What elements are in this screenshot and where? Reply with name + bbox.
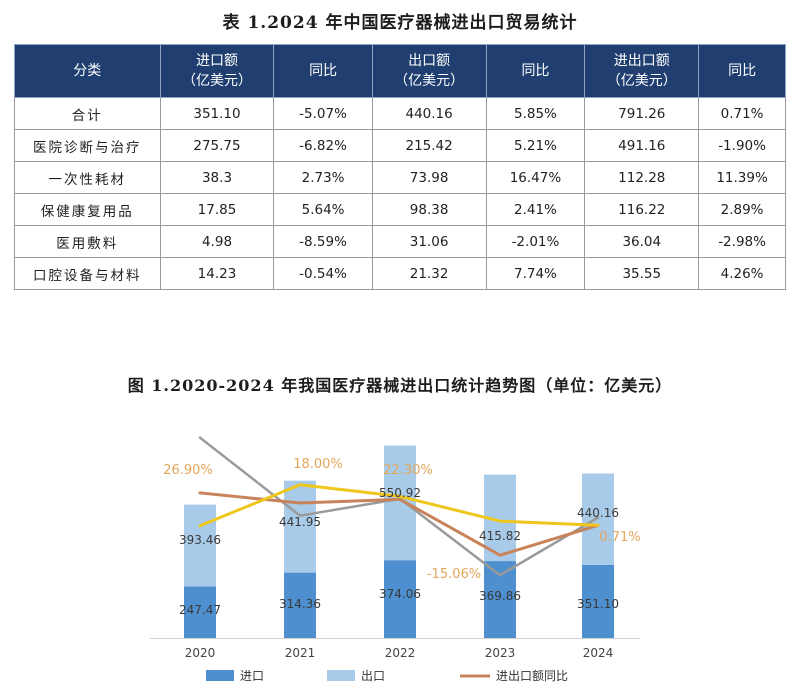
value-cell: -6.82% <box>273 129 373 162</box>
bar-import <box>284 572 316 638</box>
legend-label: 出口 <box>361 669 385 683</box>
import-value-label: 314.36 <box>279 597 321 611</box>
percent-label: -15.06% <box>427 567 481 582</box>
bar-export <box>384 445 416 561</box>
bar-import <box>184 586 216 638</box>
value-cell: 16.47% <box>485 161 586 194</box>
value-cell: 440.16 <box>371 97 487 130</box>
category-cell: 合计 <box>14 97 161 130</box>
category-cell: 医院诊断与治疗 <box>14 129 161 162</box>
value-cell: 5.85% <box>485 97 586 130</box>
table-header-cell: 同比 <box>273 44 373 98</box>
export-value-label: 393.46 <box>179 533 221 547</box>
trade-stats-table: 分类 进口额 （亿美元） 同比 出口额 （亿美元） 同比 进出口额 （亿美元） 同比 合计 351.… <box>14 44 786 290</box>
table-body: 合计 351.10 -5.07% 440.16 5.85% 791.26 0.71% 医院诊断… <box>14 97 786 290</box>
value-cell: 4.26% <box>698 257 786 290</box>
percent-label: 0.71% <box>599 530 640 545</box>
import-value-label: 369.86 <box>479 589 521 603</box>
import-value-label: 351.10 <box>577 597 619 611</box>
export-value-label: 440.16 <box>577 506 619 520</box>
line-yellow <box>198 483 600 528</box>
legend-label: 进口 <box>240 669 264 683</box>
table-header-row: 分类 进口额 （亿美元） 同比 出口额 （亿美元） 同比 进出口额 （亿美元） 同比 <box>14 44 786 98</box>
value-cell: 35.55 <box>584 257 700 290</box>
export-value-label: 441.95 <box>279 515 321 529</box>
value-cell: 5.64% <box>273 193 373 226</box>
bar-export <box>582 473 614 565</box>
value-cell: 275.75 <box>159 129 275 162</box>
legend-label: 进出口额同比 <box>496 669 568 683</box>
category-cell: 保健康复用品 <box>14 193 161 226</box>
value-cell: 7.74% <box>485 257 586 290</box>
value-cell: 2.73% <box>273 161 373 194</box>
value-cell: -5.07% <box>273 97 373 130</box>
export-value-label: 415.82 <box>479 529 521 543</box>
value-cell: 215.42 <box>371 129 487 162</box>
x-tick-label: 2022 <box>385 646 416 660</box>
table-row: 口腔设备与材料 14.23 -0.54% 21.32 7.74% 35.55 4.26% <box>14 257 786 290</box>
x-tick-label: 2021 <box>285 646 316 660</box>
legend-swatch <box>327 670 355 681</box>
bar-import <box>582 564 614 638</box>
table-title: 表 1.2024 年中国医疗器械进出口贸易统计 <box>222 13 578 33</box>
value-cell: 116.22 <box>584 193 700 226</box>
bar-export <box>184 504 216 587</box>
value-cell: 14.23 <box>159 257 275 290</box>
table-header-cell: 进口额 （亿美元） <box>159 44 275 98</box>
table-header-cell: 同比 <box>698 44 786 98</box>
table-row: 医用敷料 4.98 -8.59% 31.06 -2.01% 36.04 -2.98% <box>14 225 786 258</box>
table-header-cell: 出口额 （亿美元） <box>371 44 487 98</box>
bar-export <box>284 480 316 573</box>
table-row: 一次性耗材 38.3 2.73% 73.98 16.47% 112.28 11.39% <box>14 161 786 194</box>
value-cell: 73.98 <box>371 161 487 194</box>
percent-label: 22.30% <box>383 463 433 478</box>
export-value-label: 550.92 <box>379 486 421 500</box>
value-cell: 5.21% <box>485 129 586 162</box>
value-cell: -2.01% <box>485 225 586 258</box>
value-cell: 351.10 <box>159 97 275 130</box>
x-tick-label: 2020 <box>185 646 216 660</box>
category-cell: 医用敷料 <box>14 225 161 258</box>
legend-swatch <box>206 670 234 681</box>
value-cell: -0.54% <box>273 257 373 290</box>
x-tick-label: 2024 <box>583 646 614 660</box>
category-cell: 口腔设备与材料 <box>14 257 161 290</box>
table-header-cell: 进出口额 （亿美元） <box>584 44 700 98</box>
import-value-label: 247.47 <box>179 603 221 617</box>
bar-import <box>384 560 416 638</box>
value-cell: 38.3 <box>159 161 275 194</box>
table-row: 合计 351.10 -5.07% 440.16 5.85% 791.26 0.71% <box>14 97 786 130</box>
x-tick-label: 2023 <box>485 646 516 660</box>
value-cell: 21.32 <box>371 257 487 290</box>
percent-label: 18.00% <box>293 457 343 472</box>
import-value-label: 374.06 <box>379 587 421 601</box>
chart-title: 图 1.2020-2024 年我国医疗器械进出口统计趋势图（单位：亿美元） <box>127 376 673 395</box>
percent-label: 26.90% <box>163 463 213 478</box>
value-cell: -2.98% <box>698 225 786 258</box>
